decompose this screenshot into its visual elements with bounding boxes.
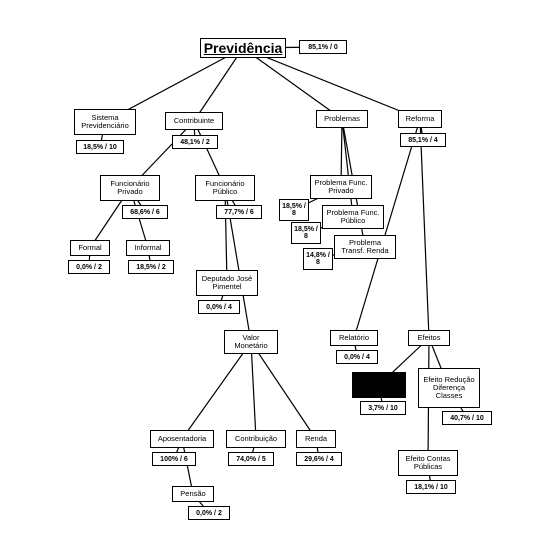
label-ptransf_tag: 14,8% / 8 <box>306 252 330 266</box>
tag-formal_tag: 0,0% / 2 <box>68 260 110 274</box>
label-root_tag: 85,1% / 0 <box>308 44 338 51</box>
label-informal: Informal <box>134 244 161 252</box>
label-probl: Problemas <box>324 115 360 123</box>
label-contrib: Contribuinte <box>174 117 214 125</box>
node-contrib: Contribuinte <box>165 112 223 130</box>
node-formal: Formal <box>70 240 110 256</box>
node-root: Previdência <box>200 38 286 58</box>
node-probl: Problemas <box>316 110 368 128</box>
tag-pfpub_tag: 18,5% / 8 <box>291 222 321 244</box>
node-informal: Informal <box>126 240 170 256</box>
label-reforma_tag: 85,1% / 4 <box>408 137 438 144</box>
label-sist: Sistema Previdenciário <box>78 114 132 130</box>
label-contr2_tag: 74,0% / 5 <box>236 456 266 463</box>
tag-reforma_tag: 85,1% / 4 <box>400 133 446 147</box>
label-formal: Formal <box>78 244 101 252</box>
label-ered_tag: 40,7% / 10 <box>450 415 483 422</box>
tag-root_tag: 85,1% / 0 <box>299 40 347 54</box>
node-renda: Renda <box>296 430 336 448</box>
node-contr2: Contribuição <box>226 430 286 448</box>
label-fpub: Funcionário Público <box>199 180 251 196</box>
label-relat: Relatório <box>339 334 369 342</box>
node-sist: Sistema Previdenciário <box>74 109 136 135</box>
diagram-stage: { "type": "tree", "background_color": "#… <box>0 0 537 556</box>
label-fpriv: Funcionário Privado <box>104 180 156 196</box>
node-relat: Relatório <box>330 330 378 346</box>
node-apos: Aposentadoria <box>150 430 214 448</box>
tag-renda_tag: 29,6% / 4 <box>296 452 342 466</box>
label-renda: Renda <box>305 435 327 443</box>
node-fpriv: Funcionário Privado <box>100 175 160 201</box>
label-ptransf: Problema Transf. Renda <box>338 239 392 255</box>
label-contrib_tag: 48,1% / 2 <box>180 139 210 146</box>
label-sist_tag: 18,5% / 10 <box>83 144 116 151</box>
label-apos: Aposentadoria <box>158 435 206 443</box>
label-fpub_tag: 77,7% / 6 <box>224 209 254 216</box>
tag-contr2_tag: 74,0% / 5 <box>228 452 274 466</box>
label-formal_tag: 0,0% / 2 <box>76 264 102 271</box>
label-pfpub: Problema Func. Público <box>326 209 380 225</box>
node-pfpub: Problema Func. Público <box>322 205 384 229</box>
tag-pensao_tag: 0,0% / 2 <box>188 506 230 520</box>
tag-informal_tag: 18,5% / 2 <box>128 260 174 274</box>
node-pensao: Pensão <box>172 486 214 502</box>
label-efeitos: Efeitos <box>418 334 441 342</box>
label-deput_tag: 0,0% / 4 <box>206 304 232 311</box>
label-ered: Efeito Redução Diferença Classes <box>422 376 476 400</box>
tag-pfpriv_tag: 18,5% / 8 <box>279 199 309 221</box>
label-econtas_tag: 18,1% / 10 <box>414 484 447 491</box>
tag-fpriv_tag: 68,6% / 6 <box>122 205 168 219</box>
tag-apos_tag: 100% / 6 <box>152 452 196 466</box>
tag-black_tag: 3,7% / 10 <box>360 401 406 415</box>
tag-sist_tag: 18,5% / 10 <box>76 140 124 154</box>
label-contr2: Contribuição <box>235 435 277 443</box>
tag-econtas_tag: 18,1% / 10 <box>406 480 456 494</box>
label-apos_tag: 100% / 6 <box>160 456 188 463</box>
node-reforma: Reforma <box>398 110 442 128</box>
node-pfpriv: Problema Func. Privado <box>310 175 372 199</box>
label-pfpriv_tag: 18,5% / 8 <box>282 203 306 217</box>
node-efeitos: Efeitos <box>408 330 450 346</box>
label-renda_tag: 29,6% / 4 <box>304 456 334 463</box>
label-relat_tag: 0,0% / 4 <box>344 354 370 361</box>
tag-fpub_tag: 77,7% / 6 <box>216 205 262 219</box>
label-fpriv_tag: 68,6% / 6 <box>130 209 160 216</box>
label-deput: Deputado José Pimentel <box>200 275 254 291</box>
label-pfpub_tag: 18,5% / 8 <box>294 226 318 240</box>
node-econtas: Efeito Contas Públicas <box>398 450 458 476</box>
node-ptransf: Problema Transf. Renda <box>334 235 396 259</box>
label-black_tag: 3,7% / 10 <box>368 405 398 412</box>
label-informal_tag: 18,5% / 2 <box>136 264 166 271</box>
label-root: Previdência <box>204 41 283 56</box>
node-ered: Efeito Redução Diferença Classes <box>418 368 480 408</box>
node-fpub: Funcionário Público <box>195 175 255 201</box>
node-valor: Valor Monetário <box>224 330 278 354</box>
label-pfpriv: Problema Func. Privado <box>314 179 368 195</box>
tag-relat_tag: 0,0% / 4 <box>336 350 378 364</box>
label-valor: Valor Monetário <box>228 334 274 350</box>
tag-ered_tag: 40,7% / 10 <box>442 411 492 425</box>
label-reforma: Reforma <box>406 115 435 123</box>
tag-ptransf_tag: 14,8% / 8 <box>303 248 333 270</box>
node-deput: Deputado José Pimentel <box>196 270 258 296</box>
tag-contrib_tag: 48,1% / 2 <box>172 135 218 149</box>
label-pensao: Pensão <box>180 490 205 498</box>
label-pensao_tag: 0,0% / 2 <box>196 510 222 517</box>
label-econtas: Efeito Contas Públicas <box>402 455 454 471</box>
tag-deput_tag: 0,0% / 4 <box>198 300 240 314</box>
node-black <box>352 372 406 398</box>
